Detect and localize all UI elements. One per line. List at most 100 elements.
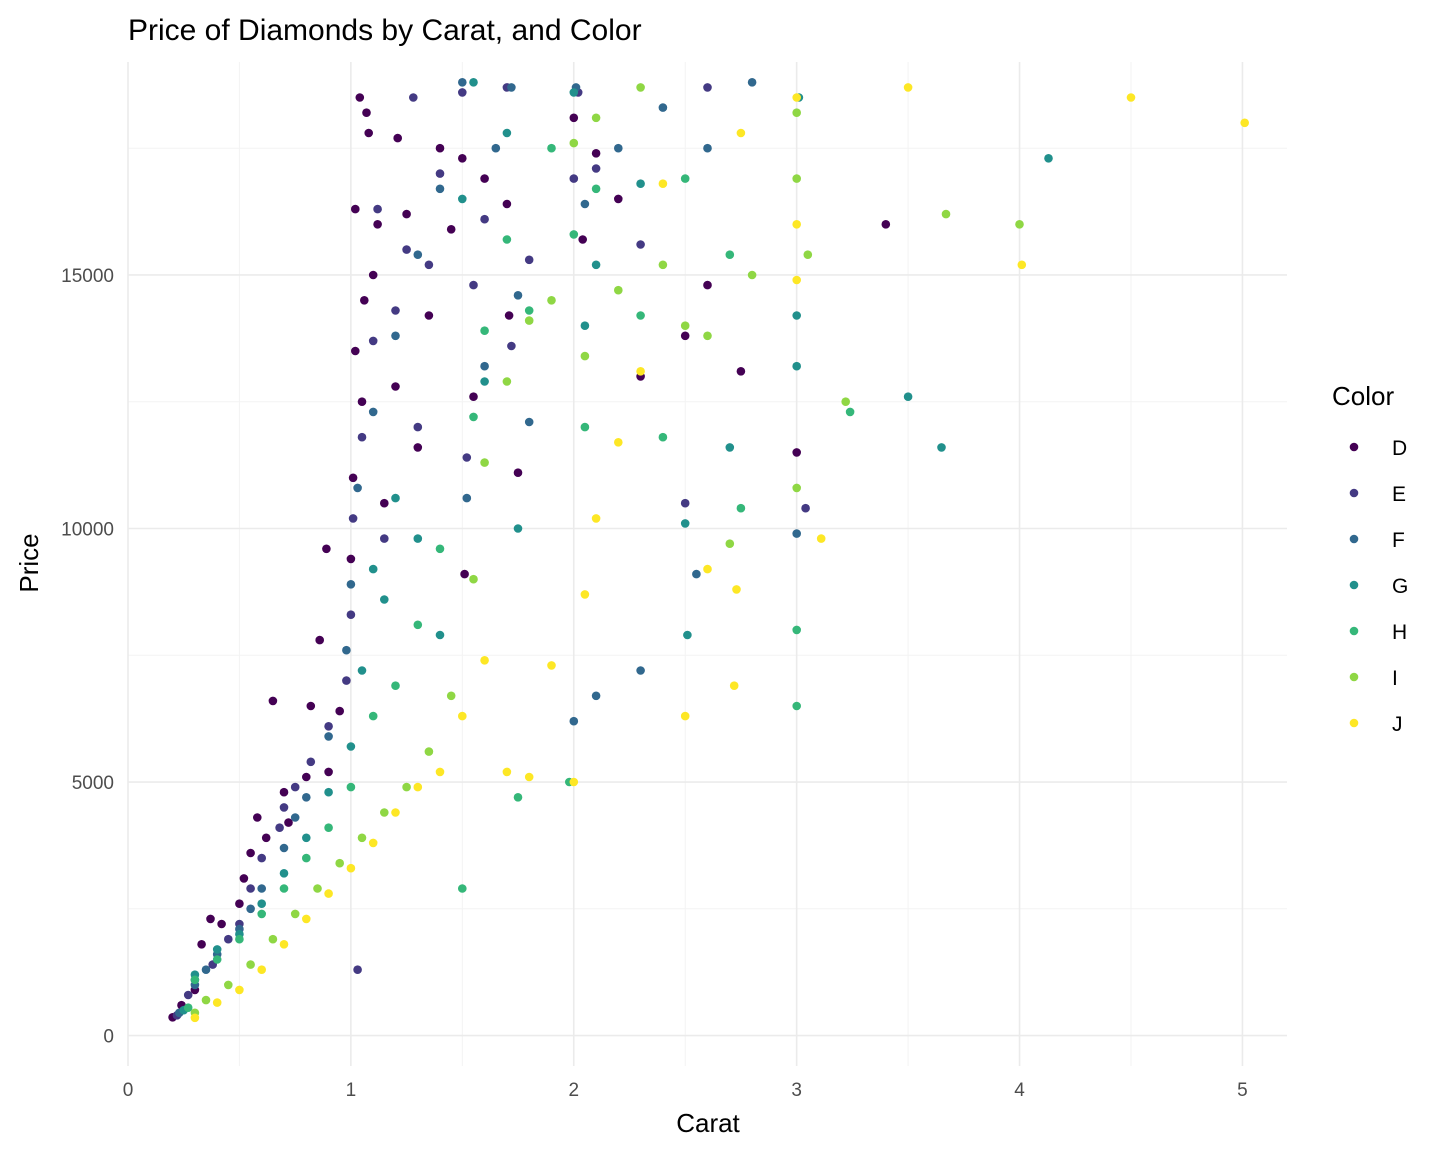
data-point	[469, 574, 478, 584]
legend-label-I: I	[1392, 667, 1398, 690]
data-point	[413, 782, 423, 792]
data-point	[792, 483, 801, 493]
data-point	[391, 808, 400, 817]
data-point	[658, 260, 668, 270]
data-point	[368, 711, 378, 721]
series-G	[179, 78, 1053, 1015]
data-point	[217, 919, 226, 929]
data-point	[502, 199, 512, 209]
data-point	[346, 554, 356, 564]
series-J	[190, 83, 1249, 1023]
data-point	[792, 311, 801, 320]
data-point	[547, 661, 556, 670]
data-point	[197, 940, 206, 949]
data-point	[324, 732, 333, 741]
data-point	[881, 220, 891, 229]
data-point	[201, 995, 211, 1005]
x-tick-label: 5	[1237, 1080, 1248, 1101]
data-point	[504, 311, 514, 320]
data-point	[580, 590, 590, 599]
data-point	[469, 392, 478, 402]
data-point	[335, 706, 345, 716]
data-point	[190, 975, 200, 985]
data-point	[224, 934, 233, 944]
data-point	[469, 78, 478, 87]
y-tick-label: 10000	[61, 520, 114, 541]
data-point	[290, 813, 300, 822]
data-point	[324, 889, 333, 898]
data-point	[324, 787, 333, 797]
data-point	[658, 103, 668, 112]
data-point	[391, 681, 400, 690]
data-point	[183, 990, 193, 1000]
series-E	[172, 83, 810, 1020]
data-point	[703, 564, 712, 574]
data-point	[409, 93, 418, 102]
data-point	[1015, 220, 1024, 229]
data-point	[614, 143, 623, 153]
data-point	[257, 909, 267, 919]
data-point	[502, 128, 512, 138]
data-point	[580, 199, 590, 209]
data-point	[335, 858, 345, 868]
data-point	[680, 331, 690, 341]
data-point	[391, 306, 400, 315]
data-point	[235, 899, 244, 908]
data-point	[268, 934, 278, 944]
data-point	[703, 143, 712, 153]
data-point	[284, 818, 293, 827]
data-point	[845, 407, 855, 417]
legend-title: Color	[1332, 381, 1394, 411]
data-point	[373, 220, 382, 229]
data-point	[614, 438, 623, 447]
y-tick-label: 5000	[72, 773, 114, 794]
data-point	[257, 853, 267, 863]
data-point	[458, 88, 467, 97]
data-point	[212, 998, 222, 1007]
data-point	[224, 980, 233, 990]
data-point	[290, 782, 300, 792]
data-point	[792, 529, 801, 538]
data-point	[368, 564, 378, 574]
data-point	[614, 285, 623, 295]
data-point	[346, 742, 356, 751]
data-point	[246, 960, 255, 969]
data-point	[413, 620, 423, 630]
data-point	[591, 164, 601, 173]
data-point	[569, 88, 579, 97]
data-point	[424, 260, 434, 270]
data-point	[736, 367, 746, 376]
data-point	[306, 757, 316, 767]
data-point	[703, 331, 712, 341]
data-point	[290, 909, 300, 919]
x-tick-label: 1	[346, 1080, 357, 1101]
data-point	[903, 83, 913, 92]
data-point	[302, 914, 311, 924]
data-point	[680, 321, 690, 331]
y-axis-label: Price	[14, 533, 44, 592]
grid-minor	[128, 62, 1287, 1066]
data-point	[246, 848, 255, 858]
data-point	[658, 179, 668, 188]
data-point	[792, 220, 801, 229]
data-point	[413, 422, 423, 432]
data-point	[569, 138, 579, 148]
data-point	[460, 569, 469, 579]
y-axis-ticks: 0 5000 10000 15000	[61, 266, 114, 1048]
data-point	[402, 209, 411, 219]
series-F	[175, 78, 801, 1018]
data-point	[279, 940, 289, 949]
data-point	[636, 83, 645, 92]
data-point	[368, 838, 378, 848]
data-point	[373, 204, 382, 214]
data-point	[636, 240, 645, 249]
data-point	[353, 483, 362, 493]
data-point	[458, 194, 467, 204]
data-point	[578, 235, 587, 244]
data-point	[747, 270, 757, 280]
data-point	[524, 316, 534, 325]
data-point	[458, 711, 467, 721]
data-point	[513, 291, 523, 300]
data-point	[792, 361, 801, 371]
data-point	[591, 113, 601, 123]
